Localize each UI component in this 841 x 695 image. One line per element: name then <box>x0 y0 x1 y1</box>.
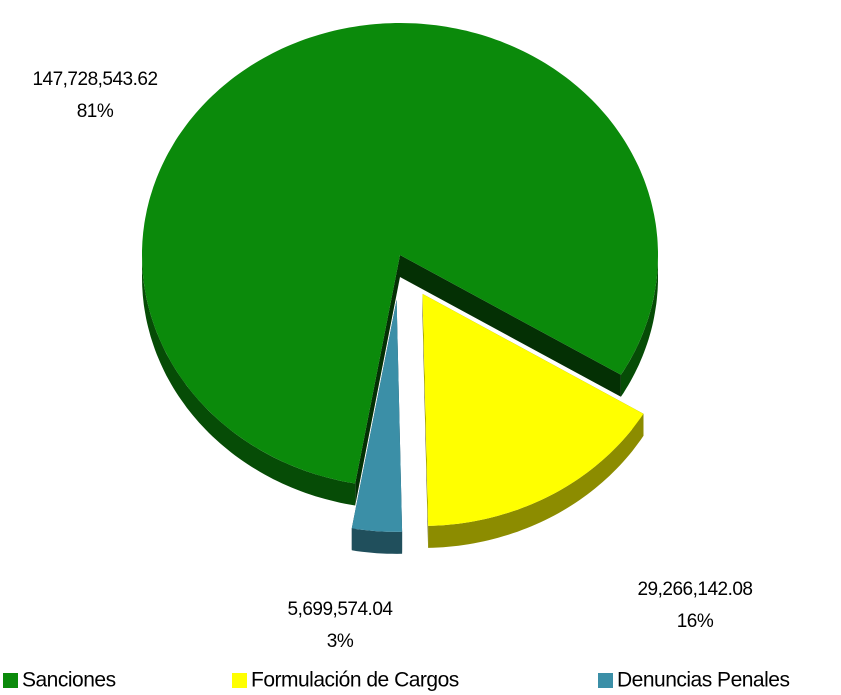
legend-label: Sanciones <box>22 669 116 692</box>
pie-slice <box>422 293 644 526</box>
legend-label: Formulación de Cargos <box>251 669 459 692</box>
slice-cut-face <box>422 293 429 548</box>
slice-cut-face <box>355 255 400 506</box>
legend-swatch <box>598 673 613 688</box>
value-label: 5,699,574.04 <box>288 599 394 620</box>
percent-label: 16% <box>677 611 714 632</box>
pie-slice <box>142 23 658 484</box>
percent-label: 3% <box>327 631 354 652</box>
value-label: 147,728,543.62 <box>32 69 157 90</box>
legend-swatch <box>232 673 247 688</box>
slice-cut-face <box>400 255 621 397</box>
legend-swatch <box>3 673 18 688</box>
slice-side <box>142 255 356 506</box>
value-label: 29,266,142.08 <box>637 579 752 600</box>
slice-side <box>428 413 644 548</box>
pie-slice <box>351 299 403 532</box>
legend-label: Denuncias Penales <box>617 669 789 692</box>
percent-label: 81% <box>77 101 114 122</box>
slice-side <box>351 528 403 554</box>
slice-side <box>620 255 658 397</box>
